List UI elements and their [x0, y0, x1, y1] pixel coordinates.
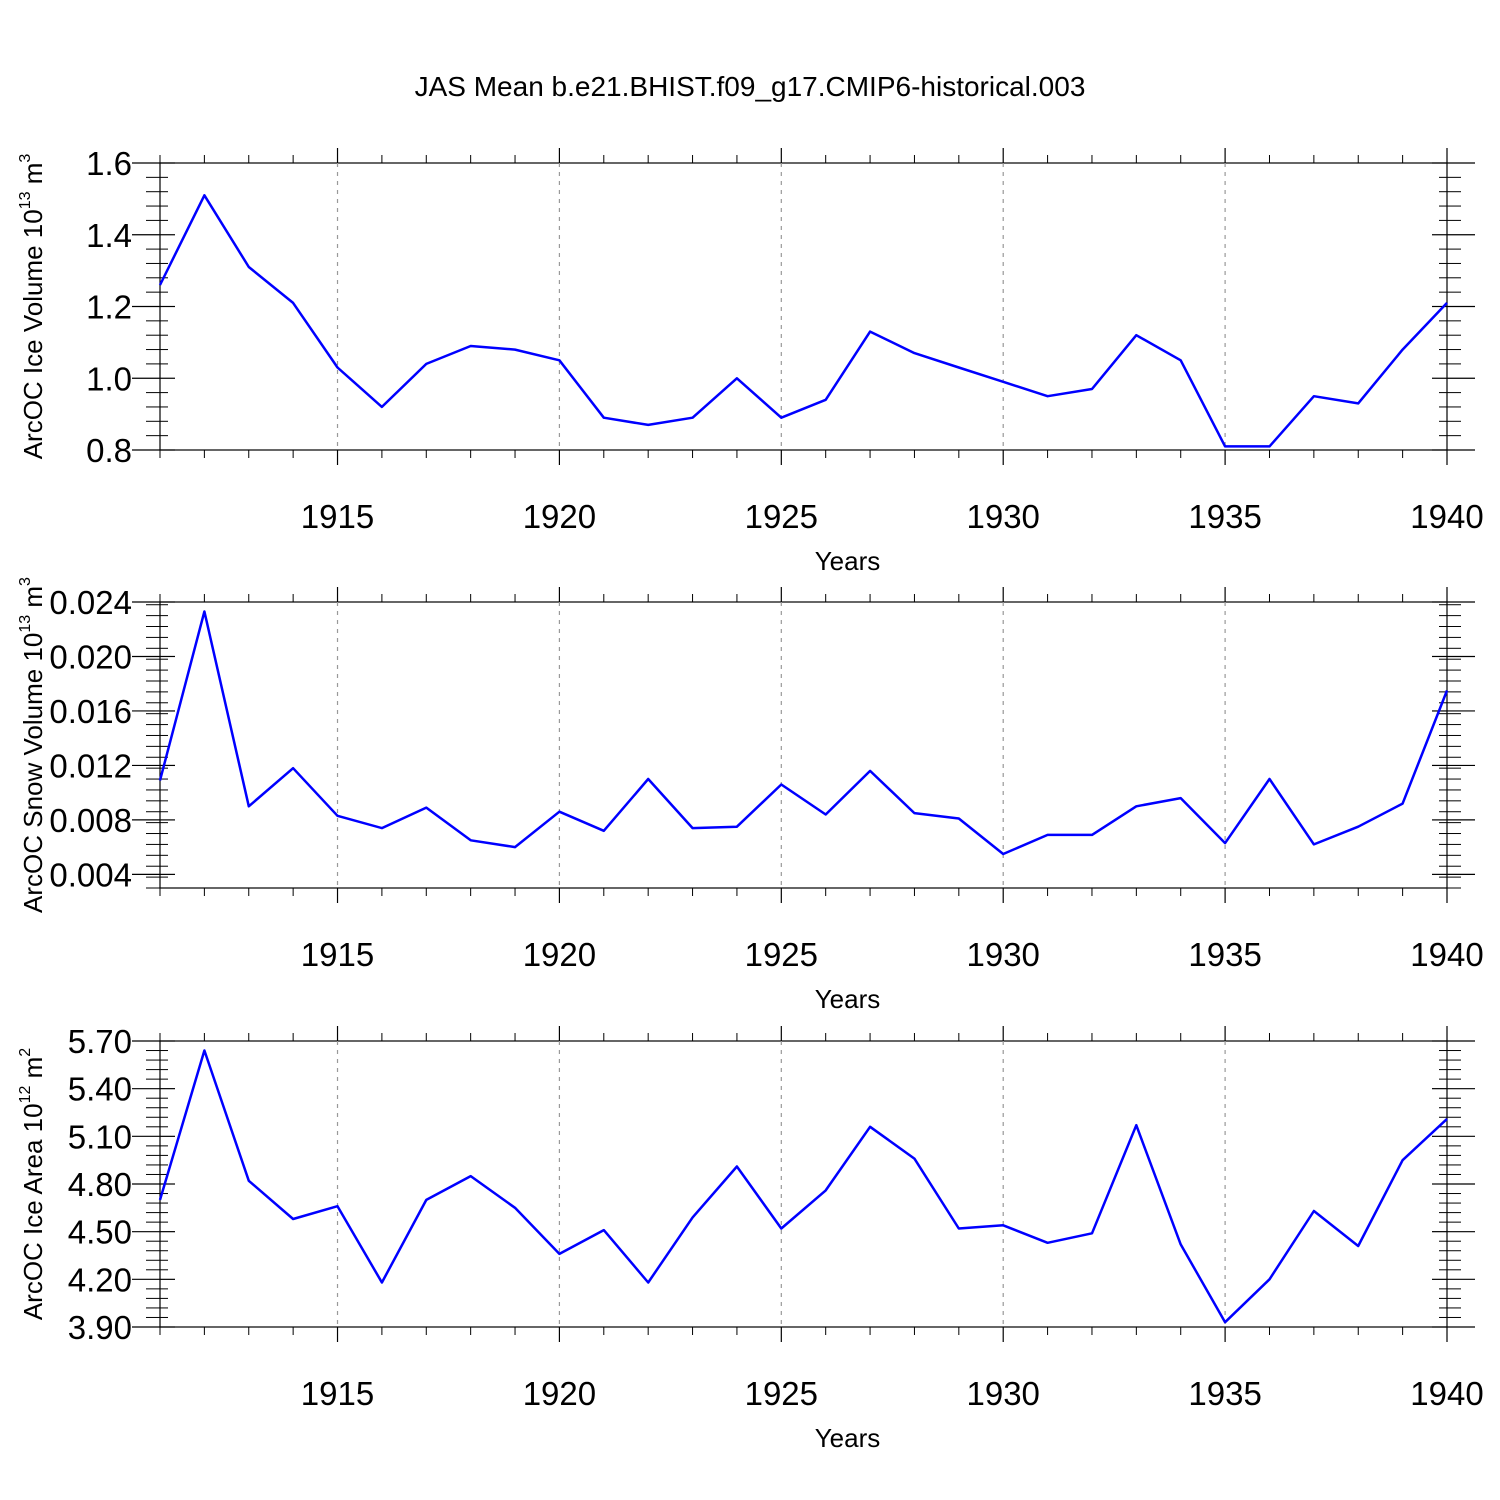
y-tick-label: 0.016	[49, 693, 132, 730]
y-label-exp: 13	[17, 615, 34, 633]
x-tick-label: 1920	[523, 1375, 596, 1412]
y-label-main: ArcOC Snow Volume 10	[18, 633, 48, 913]
y-label-unit: m	[18, 163, 48, 192]
y-axis-label: ArcOC Ice Area 1012 m2	[17, 1048, 48, 1320]
plot-frame	[159, 162, 1448, 451]
y-tick-label: 4.80	[68, 1166, 132, 1203]
x-tick-label: 1920	[523, 936, 596, 973]
x-tick-label: 1930	[966, 498, 1039, 535]
y-label-unit: m	[18, 586, 48, 615]
x-tick-label: 1920	[523, 498, 596, 535]
y-tick-label: 0.024	[49, 584, 132, 621]
y-label-main: ArcOC Ice Area 10	[18, 1103, 48, 1320]
x-axis-label: Years	[815, 984, 881, 1014]
x-tick-label: 1915	[301, 498, 374, 535]
x-tick-label: 1925	[745, 936, 818, 973]
x-tick-label: 1930	[966, 1375, 1039, 1412]
y-label-unit_exp: 2	[17, 1048, 34, 1057]
plot-frame	[159, 601, 1448, 889]
y-axis-label: ArcOC Snow Volume 1013 m3	[17, 577, 48, 913]
y-tick-label: 0.012	[49, 747, 132, 784]
x-axis-label: Years	[815, 1423, 881, 1453]
x-tick-label: 1935	[1188, 936, 1261, 973]
x-tick-label: 1915	[301, 936, 374, 973]
x-tick-label: 1925	[745, 498, 818, 535]
y-tick-label: 1.6	[86, 145, 132, 182]
y-tick-label: 5.70	[68, 1023, 132, 1060]
y-tick-label: 5.10	[68, 1118, 132, 1155]
y-tick-label: 4.50	[68, 1214, 132, 1251]
y-label-main: ArcOC Ice Volume 10	[18, 209, 48, 459]
series-line	[158, 1049, 1448, 1324]
x-tick-label: 1940	[1410, 498, 1483, 535]
series-line	[158, 610, 1449, 856]
x-tick-label: 1930	[966, 936, 1039, 973]
y-tick-label: 1.0	[86, 360, 132, 397]
panel-ice-volume: 1915 1920 1925 1930 1935 1940 0.8 1.0 1.2 1.4 1.6 Y…	[17, 145, 1484, 576]
x-tick-label: 1915	[301, 1375, 374, 1412]
y-label-exp: 13	[17, 191, 34, 209]
y-axis-label: ArcOC Ice Volume 1013 m3	[17, 154, 48, 460]
x-tick-label: 1935	[1188, 1375, 1261, 1412]
y-tick-label: 1.4	[86, 217, 132, 254]
x-tick-label: 1940	[1410, 936, 1483, 973]
y-label-unit_exp: 3	[17, 577, 34, 586]
panel-snow-volume: 1915 1920 1925 1930 1935 1940 0.004 0.008 0.012 0…	[17, 577, 1484, 1014]
y-label-unit_exp: 3	[17, 154, 34, 163]
x-tick-label: 1940	[1410, 1375, 1483, 1412]
y-tick-label: 0.8	[86, 432, 132, 469]
y-label-exp: 12	[17, 1086, 34, 1104]
y-tick-label: 0.004	[49, 856, 132, 893]
y-tick-label: 0.008	[49, 802, 132, 839]
series-line	[158, 194, 1448, 448]
x-tick-label: 1925	[745, 1375, 818, 1412]
panel-ice-area: 1915 1920 1925 1930 1935 1940 3.90 4.20 4.50 4.80…	[17, 1023, 1484, 1453]
y-tick-label: 3.90	[68, 1309, 132, 1346]
y-tick-label: 4.20	[68, 1261, 132, 1298]
y-tick-label: 1.2	[86, 289, 132, 326]
y-label-unit: m	[18, 1057, 48, 1086]
y-tick-label: 5.40	[68, 1071, 132, 1108]
y-tick-label: 0.020	[49, 638, 132, 675]
plot-frame	[159, 1040, 1448, 1328]
x-tick-label: 1935	[1188, 498, 1261, 535]
chart-title: JAS Mean b.e21.BHIST.f09_g17.CMIP6-histo…	[415, 71, 1086, 102]
x-axis-label: Years	[815, 546, 881, 576]
